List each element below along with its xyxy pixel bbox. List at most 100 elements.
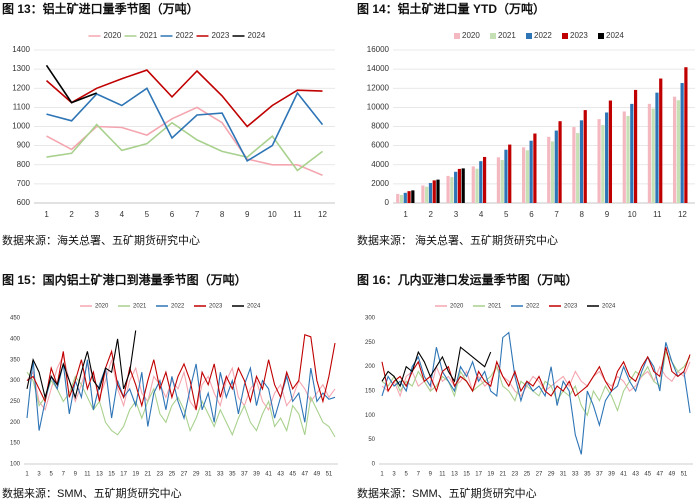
bar: [622, 111, 626, 203]
y-tick-label: 10000: [367, 102, 390, 111]
series-line: [26, 333, 336, 410]
x-tick-label: 13: [96, 472, 103, 478]
source-note: 数据来源：SMM、五矿期货研究中心: [357, 486, 537, 500]
y-tick-label: 1000: [12, 122, 30, 131]
x-tick-label: 9: [605, 210, 610, 219]
y-tick-label: 100: [365, 413, 376, 419]
chart-title: 图 14：铝土矿进口量 YTD（万吨）: [357, 1, 545, 16]
x-tick-label: 17: [475, 472, 482, 478]
bar: [647, 103, 652, 203]
y-tick-label: 8000: [371, 122, 389, 131]
x-tick-label: 35: [584, 472, 591, 478]
source-note: 数据来源： 海关总署、五矿期货研究中心: [357, 233, 558, 247]
x-tick-label: 7: [62, 472, 66, 478]
x-tick-label: 6: [170, 210, 175, 219]
bar: [508, 144, 512, 203]
legend-label: 2024: [602, 304, 616, 310]
x-tick-label: 8: [220, 210, 225, 219]
y-tick-label: 800: [17, 160, 31, 169]
x-tick-label: 37: [241, 472, 248, 478]
x-tick-label: 43: [277, 472, 284, 478]
x-tick-label: 45: [644, 472, 651, 478]
x-tick-label: 4: [479, 210, 484, 219]
x-tick-label: 39: [253, 472, 260, 478]
y-tick-label: 100: [10, 462, 21, 468]
x-tick-label: 10: [628, 210, 637, 219]
bar: [421, 185, 425, 203]
x-tick-label: 17: [120, 472, 127, 478]
series-line: [381, 346, 492, 388]
legend-label: 2024: [248, 31, 266, 40]
x-tick-label: 41: [265, 472, 272, 478]
bar: [651, 108, 655, 203]
bar: [475, 168, 479, 203]
x-tick-label: 12: [678, 210, 687, 219]
x-tick-label: 3: [94, 210, 99, 219]
bar: [554, 130, 558, 203]
legend-label: 2020: [104, 31, 122, 40]
bar: [425, 186, 429, 203]
chart: 图 15：国内铝土矿港口到港量季节图（万吨） 数据来源：SMM、五矿期货研究中心 1…: [2, 272, 338, 500]
bar: [680, 82, 684, 203]
x-tick-label: 45: [289, 472, 296, 478]
chart: 图 16：几内亚港口发运量季节图（万吨） 数据来源：SMM、五矿期货研究中心 0 50…: [357, 272, 693, 500]
x-tick-label: 1: [403, 210, 408, 219]
y-tick-label: 900: [17, 141, 31, 150]
series-line: [45, 69, 323, 128]
bar: [521, 147, 526, 203]
x-tick-label: 2: [429, 210, 434, 219]
legend-label: 2023: [212, 31, 230, 40]
x-tick-label: 5: [504, 210, 509, 219]
legend-swatch: [562, 33, 568, 39]
y-tick-label: 400: [10, 336, 21, 342]
x-tick-label: 5: [405, 472, 409, 478]
y-tick-label: 6000: [371, 141, 389, 150]
chart: 图 13：铝土矿进口量季节图（万吨） 数据来源：海关总署、五矿期货研究中心 600 7…: [2, 1, 335, 247]
bar: [558, 121, 562, 203]
legend-label: 2020: [462, 31, 480, 40]
x-tick-label: 33: [572, 472, 579, 478]
legend-label: 2021: [133, 304, 147, 310]
legend-label: 2022: [171, 304, 185, 310]
bar: [428, 182, 433, 203]
bar: [547, 136, 551, 203]
bar: [572, 127, 576, 203]
bar: [550, 141, 555, 203]
x-tick-label: 25: [169, 472, 176, 478]
x-tick-label: 33: [217, 472, 224, 478]
x-tick-label: 11: [293, 210, 302, 219]
bar: [436, 179, 440, 203]
x-tick-label: 3: [454, 210, 459, 219]
bar: [576, 133, 580, 203]
legend-label: 2022: [534, 31, 552, 40]
bar: [633, 89, 638, 203]
bar: [605, 112, 609, 203]
legend-label: 2024: [606, 31, 624, 40]
bar: [672, 96, 677, 203]
x-tick-label: 19: [487, 472, 494, 478]
y-tick-label: 150: [10, 441, 21, 447]
bar: [529, 140, 533, 203]
y-tick-label: 1300: [12, 64, 30, 73]
y-tick-label: 450: [10, 316, 21, 322]
series-line: [26, 330, 137, 400]
bar: [482, 156, 487, 203]
bar: [450, 177, 454, 203]
y-tick-label: 16000: [367, 45, 390, 54]
legend-swatch: [490, 33, 496, 39]
bar: [597, 119, 601, 203]
source-note: 数据来源：SMM、五矿期货研究中心: [2, 486, 182, 500]
x-tick-label: 11: [439, 472, 446, 478]
x-tick-label: 19: [132, 472, 139, 478]
x-tick-label: 25: [524, 472, 531, 478]
x-tick-label: 5: [50, 472, 54, 478]
x-tick-label: 12: [318, 210, 327, 219]
x-tick-label: 27: [536, 472, 543, 478]
chart-title: 图 15：国内铝土矿港口到港量季节图（万吨）: [2, 272, 247, 287]
legend-swatch: [598, 33, 604, 39]
legend-label: 2020: [95, 304, 109, 310]
y-tick-label: 350: [10, 357, 21, 363]
x-tick-label: 7: [554, 210, 559, 219]
x-tick-label: 7: [417, 472, 421, 478]
